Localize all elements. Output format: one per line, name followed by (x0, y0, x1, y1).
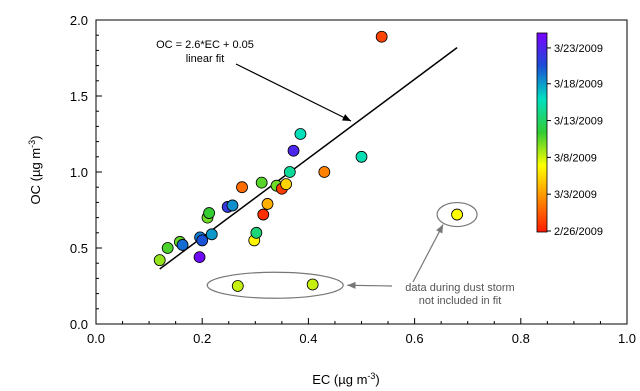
excluded-data-point (306, 278, 319, 291)
data-point (250, 226, 263, 239)
colorbar-tick-label: 3/18/2009 (554, 79, 603, 91)
y-tick-label: 2.0 (70, 13, 88, 28)
excluded-data-point (451, 208, 463, 221)
data-point (318, 166, 331, 178)
excluded-data-point (231, 280, 244, 292)
data-point (283, 166, 296, 178)
x-tick-label: 0.0 (87, 331, 105, 346)
y-axis: 0.0 0.5 1.0 1.5 2.0 (70, 13, 102, 332)
x-axis-label: EC (µg m-3) (312, 371, 380, 387)
colorbar-tick-label: 2/26/2009 (554, 226, 603, 238)
fit-arrow (235, 63, 352, 122)
arrow-head (436, 224, 444, 234)
data-point (196, 234, 209, 247)
data-point (153, 254, 166, 267)
data-point (176, 239, 189, 251)
y-tick-label: 0.5 (70, 241, 88, 256)
colorbar-tick-label: 3/3/2009 (554, 189, 597, 201)
y-axis-label: OC (µg m-3) (27, 136, 43, 205)
x-axis: 0.0 0.2 0.4 0.6 0.8 1.0 (87, 318, 636, 346)
colorbar-scale (536, 32, 548, 233)
data-point (255, 176, 268, 189)
colorbar-tick-label: 3/13/2009 (554, 116, 603, 128)
data-point (226, 199, 239, 212)
data-point (193, 251, 206, 264)
data-point (257, 208, 270, 221)
dust-storm-arrow (412, 224, 444, 283)
data-point (375, 30, 388, 43)
data-point (355, 150, 368, 163)
fit-label: linear fit (186, 53, 225, 65)
dust-storm-ellipse (436, 201, 478, 228)
x-tick-label: 0.2 (193, 331, 211, 346)
data-point (161, 242, 174, 254)
data-point (287, 144, 300, 157)
y-tick-label: 1.0 (70, 165, 88, 180)
arrow-head (342, 114, 351, 121)
y-tick-label: 1.5 (70, 89, 88, 104)
dust-storm-note-line1: data during dust storm (405, 282, 514, 294)
data-point (280, 178, 292, 191)
colorbar-tick-label: 3/23/2009 (554, 43, 603, 55)
dust-storm-note-line2: not included in fit (419, 295, 502, 307)
x-tick-label: 0.8 (512, 331, 530, 346)
colorbar: 3/23/2009 3/18/2009 3/13/2009 3/8/2009 3/3/2… (536, 32, 603, 238)
annotations: OC = 2.6*EC + 0.05 linear fit data durin… (156, 39, 515, 307)
data-point (236, 181, 248, 194)
data-point (261, 198, 274, 210)
data-point (205, 228, 218, 241)
x-tick-label: 0.6 (406, 331, 424, 346)
x-tick-label: 1.0 (618, 331, 636, 346)
y-tick-label: 0.0 (70, 317, 88, 332)
colorbar-tick-label: 3/8/2009 (554, 152, 597, 164)
data-point (294, 128, 307, 140)
dust-storm-ellipse (206, 271, 344, 299)
points-layer (153, 30, 463, 292)
arrow-head (347, 281, 356, 289)
data-point (203, 207, 216, 219)
x-tick-label: 0.4 (299, 331, 317, 346)
fit-equation: OC = 2.6*EC + 0.05 (156, 39, 254, 51)
